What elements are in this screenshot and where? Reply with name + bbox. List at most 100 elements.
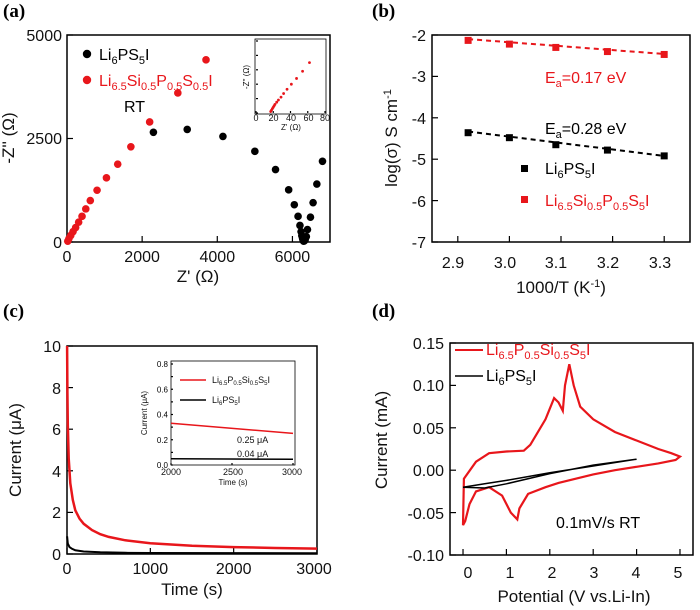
panel-c-xtick: 1000 bbox=[133, 561, 169, 578]
panel-d-ytick: -0.10 bbox=[408, 548, 445, 565]
data-point-li65si05p05s05i bbox=[93, 186, 101, 195]
legend-marker-li65si05p05s5i-b bbox=[521, 196, 528, 203]
inset-line-red bbox=[170, 422, 294, 435]
data-point-li65si05p05s5i bbox=[603, 48, 611, 56]
data-point-li6ps5i bbox=[294, 212, 302, 221]
panel-a-inset-xtick: 20 bbox=[268, 113, 278, 123]
panel-label-c: (c) bbox=[3, 301, 24, 322]
inset-data-point bbox=[289, 82, 293, 86]
fit-line-li65si05p05s5i bbox=[468, 38, 665, 55]
panel-c-xtick: 3000 bbox=[296, 561, 332, 578]
panel-b-ytick: -4 bbox=[412, 111, 426, 128]
panel-b-points bbox=[464, 36, 668, 160]
panel-a-inset-xlabel: Z' (Ω) bbox=[281, 123, 301, 132]
panel-label-a: (a) bbox=[3, 1, 25, 22]
inset-line-black bbox=[170, 457, 294, 461]
data-point-li6ps5i bbox=[603, 146, 611, 154]
panel-c-inset-xtick: 3000 bbox=[282, 467, 302, 477]
panel-d-ytick: 0.05 bbox=[413, 421, 444, 438]
inset-y-tick-label: 0.4 bbox=[157, 411, 169, 420]
panel-b-ytick: -5 bbox=[412, 152, 426, 169]
panel-c-inset-frame bbox=[170, 360, 296, 466]
panel-d-ytick: 0.00 bbox=[413, 463, 444, 480]
data-point-li6ps5i bbox=[183, 125, 192, 134]
panel-label-b: (b) bbox=[372, 1, 395, 22]
panel-a-inset-xtick: 80 bbox=[320, 113, 330, 123]
inset-data-point bbox=[277, 98, 280, 102]
panel-label-d: (d) bbox=[372, 301, 395, 322]
fit-line-li6ps5i bbox=[467, 130, 665, 157]
panel-a-ytick: 2500 bbox=[26, 131, 62, 148]
data-point-li65si05p05s05i bbox=[81, 205, 90, 213]
panel-c-xlabel: Time (s) bbox=[161, 580, 223, 599]
panel-c: 0 1000 2000 3000 0 2 4 6 8 10 Time (s) C… bbox=[6, 339, 332, 599]
panel-c-xtick: 0 bbox=[63, 561, 72, 578]
legend-label-li65si05p05s5i-b: Li6.5Si0.5P0.5S5I bbox=[545, 193, 650, 213]
panel-c-inset-xlabel: Time (s) bbox=[218, 478, 247, 487]
data-point-li65si05p05s05i bbox=[102, 174, 111, 182]
legend-marker-li6ps5i bbox=[82, 49, 92, 59]
data-point-li6ps5i bbox=[302, 232, 311, 241]
inset-data-point bbox=[308, 61, 311, 64]
panel-a-inset-ylabel: -Z'' (Ω) bbox=[242, 65, 251, 89]
data-point-li65si05p05s5i bbox=[505, 40, 513, 48]
panel-c-ytick: 2 bbox=[52, 505, 61, 522]
inset-y-tick-label: 0.8 bbox=[157, 360, 169, 369]
panel-d-lines bbox=[461, 363, 683, 526]
data-point-li65si05p05s05i bbox=[74, 218, 83, 226]
panel-b-xtick: 3.2 bbox=[597, 255, 619, 272]
data-point-li6ps5i bbox=[313, 180, 321, 188]
series-line-li65p05si05s5i bbox=[65, 345, 318, 550]
inset-data-point bbox=[273, 102, 277, 106]
legend-label-li6ps5i-b: Li6PS5I bbox=[545, 161, 596, 181]
data-point-li65si05p05s05i bbox=[113, 160, 122, 168]
inset-data-point bbox=[285, 87, 289, 91]
panel-d-ticks bbox=[450, 342, 681, 556]
data-point-li6ps5i bbox=[660, 152, 668, 160]
data-point-li6ps5i bbox=[251, 147, 259, 156]
panel-d-frame bbox=[449, 342, 694, 556]
cv-curve-li6ps5i bbox=[462, 458, 637, 489]
panel-d-xtick: 5 bbox=[674, 565, 683, 582]
data-point-li6ps5i bbox=[552, 141, 560, 149]
panel-c-inset-red-label: 0.25 μA bbox=[237, 435, 268, 445]
panel-b-ea-red: Ea=0.17 eV bbox=[545, 70, 627, 90]
data-point-li6ps5i bbox=[464, 129, 472, 137]
data-point-li6ps5i bbox=[296, 221, 304, 230]
panel-c-ytick: 4 bbox=[52, 464, 61, 481]
panel-a-annotation: RT bbox=[124, 99, 145, 116]
inset-y-tick-label: 0.6 bbox=[157, 385, 169, 394]
inset-data-point bbox=[279, 95, 283, 99]
data-point-li65si05p05s5i bbox=[464, 36, 472, 44]
panel-d-xtick: 2 bbox=[548, 565, 557, 582]
legend-marker-li65si05p05s05i bbox=[82, 75, 92, 85]
data-point-li6ps5i bbox=[318, 157, 327, 166]
panel-d-xtick: 4 bbox=[632, 565, 641, 582]
data-point-li6ps5i bbox=[149, 128, 158, 137]
data-point-li65si05p05s5i bbox=[552, 43, 560, 51]
legend-label-li6ps5i: Li6PS5I bbox=[99, 47, 150, 67]
data-point-li65si05p05s05i bbox=[78, 212, 86, 221]
panel-a-ytick: 0 bbox=[53, 235, 62, 252]
panel-a-xtick: 0 bbox=[63, 249, 72, 266]
panel-c-inset bbox=[170, 363, 294, 466]
panel-a-points bbox=[63, 56, 327, 245]
inset-legend-label-red: Li6.5P0.5Si0.5S5I bbox=[212, 375, 270, 387]
inset-y-tick-label: 0.0 bbox=[157, 461, 169, 470]
inset-data-point bbox=[275, 100, 279, 104]
panel-c-inset-xtick: 2500 bbox=[223, 467, 243, 477]
panel-a-inset-xtick: 60 bbox=[303, 113, 313, 123]
panel-c-inset-black-label: 0.04 μA bbox=[237, 449, 268, 459]
data-point-li65si05p05s05i bbox=[174, 89, 182, 97]
data-point-li65si05p05s05i bbox=[127, 142, 135, 151]
inset-data-point bbox=[282, 92, 285, 95]
panel-a: 0 2000 4000 6000 0 2500 5000 Z' (Ω) -Z''… bbox=[0, 28, 331, 286]
data-point-li6ps5i bbox=[505, 134, 513, 142]
panel-b-xlabel: 1000/T (K-1) bbox=[516, 278, 606, 297]
panel-b-ytick: -7 bbox=[412, 235, 426, 252]
inset-data-point bbox=[295, 77, 298, 80]
panel-a-xtick: 6000 bbox=[275, 249, 311, 266]
panel-a-xtick: 2000 bbox=[124, 249, 160, 266]
panel-a-inset-frame bbox=[254, 38, 327, 115]
